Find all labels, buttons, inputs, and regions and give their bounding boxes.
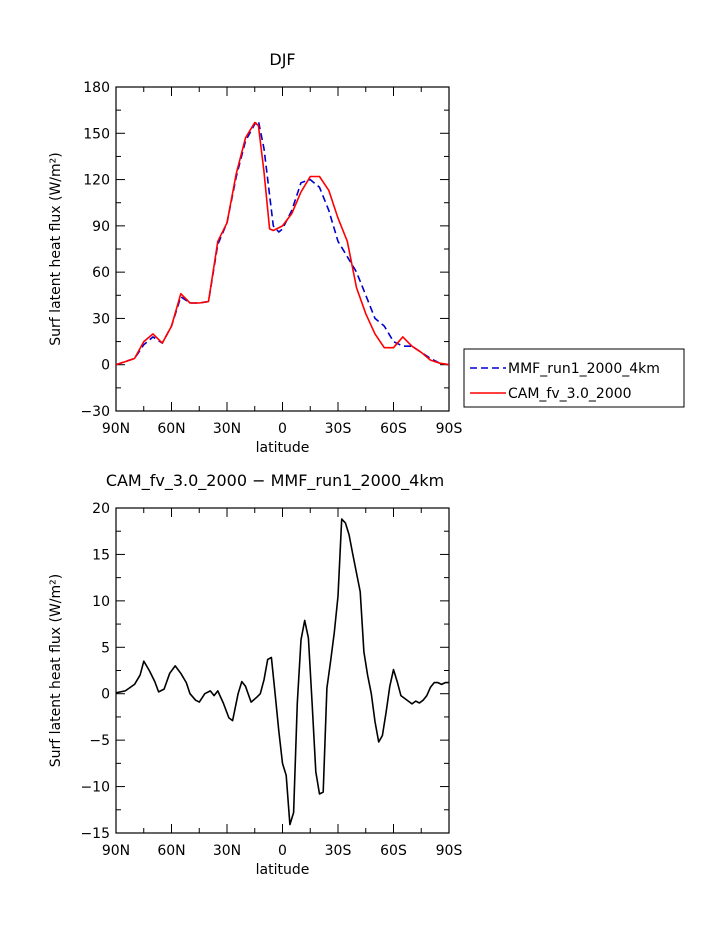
difference-chart: 90N 60N 30N 0 30S 60S 90S −15 −10 −5 0 5 10 15 20 CAM_f… — [48, 471, 462, 878]
y-tick-label: 5 — [101, 640, 110, 656]
plot-frame — [115, 86, 450, 412]
series-line-0 — [116, 120, 449, 366]
x-tick-label: 30N — [213, 421, 241, 437]
x-axis-label: latitude — [256, 862, 310, 878]
y-tick-label: 10 — [92, 594, 110, 610]
y-tick-label: −10 — [80, 780, 110, 796]
y-tick-label: −30 — [80, 404, 110, 420]
y-tick-label: −15 — [80, 826, 110, 842]
legend-label-0: MMF_run1_2000_4km — [508, 361, 660, 377]
x-tick-label: 0 — [278, 421, 287, 437]
x-tick-label: 60S — [380, 843, 407, 859]
plot-frame — [115, 507, 450, 834]
x-tick-label: 90S — [436, 421, 463, 437]
y-tick-label: 180 — [83, 80, 110, 96]
y-axis-label: Surf latent heat flux (W/m²) — [48, 574, 64, 767]
y-tick-label: −5 — [89, 733, 110, 749]
x-tick-label: 30S — [325, 421, 352, 437]
x-tick-label: 90N — [102, 421, 130, 437]
x-tick-label: 90N — [102, 843, 130, 859]
y-tick-label: 20 — [92, 501, 110, 517]
y-tick-label: 0 — [101, 687, 110, 703]
chart-title: CAM_fv_3.0_2000 − MMF_run1_2000_4km — [106, 471, 444, 491]
x-tick-label: 60N — [157, 843, 185, 859]
x-tick-label: 90S — [436, 843, 463, 859]
legend-label-1: CAM_fv_3.0_2000 — [508, 386, 632, 402]
y-tick-label: 120 — [83, 173, 110, 189]
x-tick-label: 30S — [325, 843, 352, 859]
x-tick-label: 60S — [380, 421, 407, 437]
y-tick-label: 150 — [83, 126, 110, 142]
y-axis-label: Surf latent heat flux (W/m²) — [48, 152, 64, 345]
y-tick-label: 90 — [92, 219, 110, 235]
x-tick-label: 30N — [213, 843, 241, 859]
x-tick-label: 60N — [157, 421, 185, 437]
x-tick-label: 0 — [278, 843, 287, 859]
y-tick-label: 60 — [92, 265, 110, 281]
series-line-1 — [116, 121, 449, 366]
x-axis-label: latitude — [256, 440, 310, 456]
chart-title: DJF — [269, 50, 295, 69]
legend-box — [463, 348, 685, 408]
flux-chart: 90N 60N 30N 0 30S 60S 90S −30 0 30 60 90 120 150 180 DJ… — [48, 50, 685, 456]
y-tick-label: 30 — [92, 311, 110, 327]
series-line-0 — [116, 518, 449, 826]
y-tick-label: 0 — [101, 358, 110, 374]
y-tick-label: 15 — [92, 547, 110, 563]
